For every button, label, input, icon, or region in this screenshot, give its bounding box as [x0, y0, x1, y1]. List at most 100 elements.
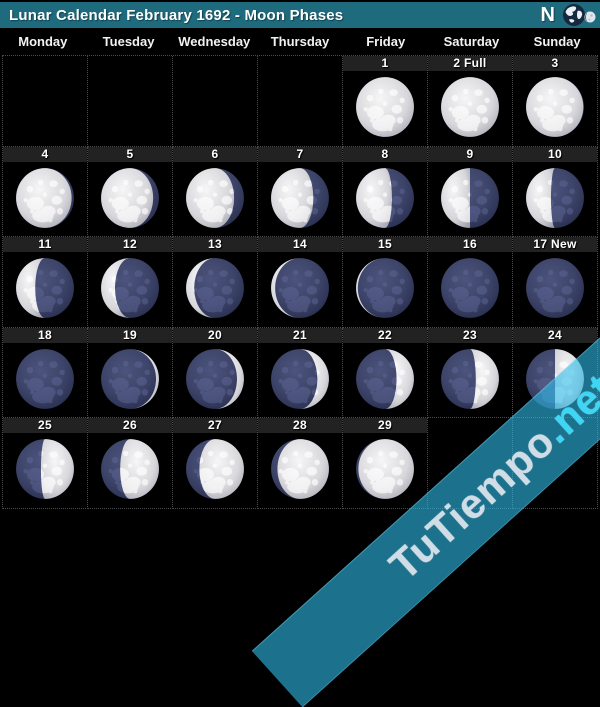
weekday-label-wednesday: Wednesday — [178, 34, 251, 49]
moon-phase-image — [526, 167, 584, 228]
moon-phase-image — [356, 348, 414, 409]
day-cell-5: 5 — [88, 146, 173, 238]
day-cell-27: 27 — [173, 418, 258, 509]
moon-phase-image — [16, 167, 74, 228]
day-number: 8 — [343, 146, 427, 162]
day-cell-29: 29 — [343, 418, 428, 509]
day-number: 19 — [88, 327, 172, 343]
weekday-label-saturday: Saturday — [443, 34, 500, 49]
empty-cell — [3, 56, 88, 147]
day-cell-22: 22 — [343, 327, 428, 419]
day-cell-7: 7 — [258, 146, 343, 238]
day-number: 10 — [513, 146, 597, 162]
day-cell-28: 28 — [258, 418, 343, 509]
day-number: 14 — [258, 237, 342, 253]
day-number: 3 — [513, 56, 597, 71]
moon-phase-image — [16, 258, 74, 319]
day-number: 13 — [173, 237, 257, 253]
day-number: 4 — [3, 146, 87, 162]
day-number: 12 — [88, 237, 172, 253]
day-cell-19: 19 — [88, 327, 173, 419]
day-cell-23: 23 — [428, 327, 513, 419]
day-cell-1: 1 — [343, 56, 428, 147]
day-cell-11: 11 — [3, 237, 88, 328]
moon-phase-image — [441, 77, 499, 137]
day-number: 7 — [258, 146, 342, 162]
earth-moon-icon — [562, 3, 596, 27]
empty-cell — [173, 56, 258, 147]
day-cell-10: 10 — [513, 146, 598, 238]
day-number: 21 — [258, 327, 342, 343]
moon-phase-image — [441, 348, 499, 409]
day-cell-4: 4 — [3, 146, 88, 238]
title-bar-right: N — [541, 3, 600, 27]
empty-cell — [428, 418, 513, 509]
day-number: 24 — [513, 327, 597, 343]
empty-cell — [258, 56, 343, 147]
moon-phase-image — [16, 348, 74, 409]
moon-phase-image — [356, 77, 414, 137]
day-cell-12: 12 — [88, 237, 173, 328]
moon-phase-image — [186, 167, 244, 228]
day-cell-17: 17 New — [513, 237, 598, 328]
moon-phase-image — [356, 167, 414, 228]
moon-phase-image — [101, 167, 159, 228]
moon-phase-image — [186, 348, 244, 409]
moon-phase-image — [271, 439, 329, 500]
moon-phase-image — [16, 439, 74, 500]
moon-phase-image — [356, 439, 414, 500]
day-cell-14: 14 — [258, 237, 343, 328]
day-number: 28 — [258, 418, 342, 434]
north-indicator: N — [540, 3, 555, 26]
day-cell-2: 2 Full — [428, 56, 513, 147]
day-cell-20: 20 — [173, 327, 258, 419]
day-cell-6: 6 — [173, 146, 258, 238]
weekday-label-friday: Friday — [366, 34, 406, 49]
day-cell-16: 16 — [428, 237, 513, 328]
day-number: 16 — [428, 237, 512, 253]
moon-phase-image — [271, 167, 329, 228]
moon-phase-image — [526, 77, 584, 137]
day-number: 29 — [343, 418, 427, 434]
day-number: 2 Full — [428, 56, 512, 71]
weekday-label-thursday: Thursday — [270, 34, 330, 49]
day-number: 1 — [343, 56, 427, 71]
weekday-label-monday: Monday — [18, 34, 68, 49]
moon-phase-image — [186, 439, 244, 500]
weekday-label-tuesday: Tuesday — [102, 34, 155, 49]
day-number: 15 — [343, 237, 427, 253]
day-number: 5 — [88, 146, 172, 162]
moon-phase-image — [526, 258, 584, 319]
moon-phase-image — [271, 258, 329, 319]
moon-phase-image — [441, 167, 499, 228]
moon-phase-image — [101, 348, 159, 409]
title-bar: Lunar Calendar February 1692 - Moon Phas… — [0, 0, 600, 28]
day-number: 11 — [3, 237, 87, 253]
empty-cell — [513, 418, 598, 509]
day-number: 22 — [343, 327, 427, 343]
day-cell-13: 13 — [173, 237, 258, 328]
moon-phase-image — [186, 258, 244, 319]
day-number: 23 — [428, 327, 512, 343]
day-cell-8: 8 — [343, 146, 428, 238]
empty-cell — [88, 56, 173, 147]
day-number: 17 New — [513, 237, 597, 253]
day-number: 18 — [3, 327, 87, 343]
day-cell-26: 26 — [88, 418, 173, 509]
day-cell-25: 25 — [3, 418, 88, 509]
moon-phase-image — [441, 258, 499, 319]
day-cell-24: 24 — [513, 327, 598, 419]
day-number: 27 — [173, 418, 257, 434]
day-number: 25 — [3, 418, 87, 434]
day-cell-9: 9 — [428, 146, 513, 238]
moon-phase-image — [356, 258, 414, 319]
moon-phase-image — [101, 439, 159, 500]
moon-phase-image — [526, 348, 584, 409]
day-number: 9 — [428, 146, 512, 162]
day-number: 6 — [173, 146, 257, 162]
day-cell-15: 15 — [343, 237, 428, 328]
day-cell-21: 21 — [258, 327, 343, 419]
day-cell-3: 3 — [513, 56, 598, 147]
moon-phase-image — [101, 258, 159, 319]
